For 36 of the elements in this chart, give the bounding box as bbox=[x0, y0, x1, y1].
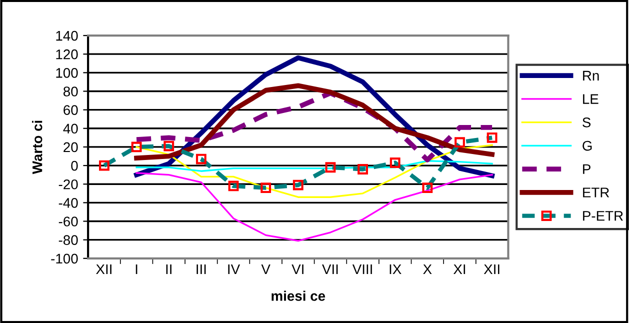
y-axis-title: Warto ci bbox=[32, 120, 42, 174]
x-tick-label: VI bbox=[292, 264, 304, 274]
x-tick-label: I bbox=[136, 264, 138, 274]
y-tick-label: 120 bbox=[56, 49, 78, 60]
x-axis-title: miesi ce bbox=[272, 290, 326, 301]
y-tick-label: 20 bbox=[64, 142, 78, 152]
y-tick-label: 60 bbox=[64, 105, 78, 115]
y-tick-label: 140 bbox=[56, 30, 78, 41]
x-tick-label: XII bbox=[96, 264, 112, 274]
x-tick-label: XI bbox=[454, 264, 466, 274]
x-tick-label: IV bbox=[228, 264, 240, 274]
x-tick-label: III bbox=[196, 264, 206, 274]
y-tick-label: 80 bbox=[63, 86, 78, 96]
y-tick-label: -40 bbox=[58, 198, 78, 208]
x-tick-label: VII bbox=[322, 264, 338, 274]
line-series bbox=[136, 172, 493, 242]
y-tick-label: -60 bbox=[58, 216, 78, 226]
x-tick-label: V bbox=[261, 264, 270, 274]
y-tick-label: 100 bbox=[56, 68, 78, 78]
y-tick-label: -100 bbox=[51, 254, 78, 264]
legend-label: Rn bbox=[583, 70, 599, 80]
y-tick-label: -80 bbox=[58, 235, 78, 245]
legend-label: P bbox=[583, 164, 590, 174]
legend-label: S bbox=[582, 117, 591, 128]
x-tick-label: II bbox=[166, 264, 172, 274]
legend-label: P-ETR bbox=[583, 211, 623, 221]
legend-label: G bbox=[582, 140, 592, 151]
y-tick-label: 0 bbox=[71, 160, 78, 171]
y-tick-label: -20 bbox=[58, 179, 78, 190]
legend-label: ETR bbox=[583, 188, 610, 198]
x-tick-label: IX bbox=[390, 264, 402, 274]
legend-label: LE bbox=[583, 94, 598, 104]
x-tick-label: VIII bbox=[352, 264, 372, 274]
y-tick-label: 40 bbox=[63, 124, 78, 134]
x-tick-label: X bbox=[423, 264, 432, 274]
x-tick-label: XII bbox=[484, 264, 500, 274]
